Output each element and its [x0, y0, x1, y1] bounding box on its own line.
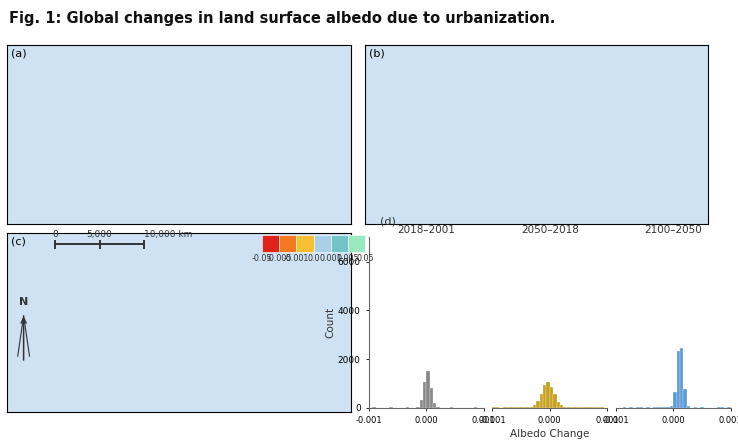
Bar: [420, 400, 423, 408]
Text: 0.005: 0.005: [337, 254, 359, 263]
Text: Fig. 1: Global changes in land surface albedo due to urbanization.: Fig. 1: Global changes in land surface a…: [9, 11, 555, 26]
Bar: [530, 407, 533, 408]
Title: 2050–2018: 2050–2018: [521, 225, 579, 235]
Text: 10,000 km: 10,000 km: [144, 230, 193, 239]
Text: 0: 0: [52, 230, 58, 239]
Bar: [416, 407, 420, 408]
Text: N: N: [19, 297, 28, 307]
Bar: [433, 403, 436, 408]
Bar: [554, 394, 556, 408]
Title: 2018–2001: 2018–2001: [397, 225, 455, 235]
Bar: [537, 401, 539, 408]
Text: 0.001: 0.001: [320, 254, 342, 263]
Bar: [533, 405, 537, 408]
Text: -0.05: -0.05: [252, 254, 272, 263]
Text: 0.0: 0.0: [308, 254, 320, 263]
Bar: [539, 394, 543, 408]
Bar: [550, 387, 554, 408]
Bar: [430, 388, 433, 408]
Text: (b): (b): [369, 48, 384, 58]
Bar: [673, 392, 677, 408]
Bar: [601, 407, 604, 408]
Bar: [560, 405, 563, 408]
Text: (d): (d): [380, 216, 396, 226]
Y-axis label: Count: Count: [325, 307, 335, 338]
Bar: [677, 350, 680, 408]
Bar: [683, 388, 687, 408]
Text: (a): (a): [11, 48, 27, 58]
Title: 2100–2050: 2100–2050: [644, 225, 702, 235]
Bar: [546, 382, 550, 408]
Bar: [670, 406, 673, 408]
Bar: [680, 348, 683, 408]
Text: -0.005: -0.005: [266, 254, 292, 263]
Bar: [436, 407, 440, 408]
Bar: [556, 402, 560, 408]
Text: -0.001: -0.001: [283, 254, 309, 263]
Text: 5,000: 5,000: [87, 230, 112, 239]
Bar: [423, 382, 427, 408]
Bar: [687, 406, 690, 408]
Bar: [427, 371, 430, 408]
Bar: [543, 385, 546, 408]
Bar: [563, 407, 567, 408]
Text: Albedo Change: Albedo Change: [510, 429, 590, 439]
Text: 0.05: 0.05: [356, 254, 374, 263]
Text: (c): (c): [11, 237, 26, 246]
